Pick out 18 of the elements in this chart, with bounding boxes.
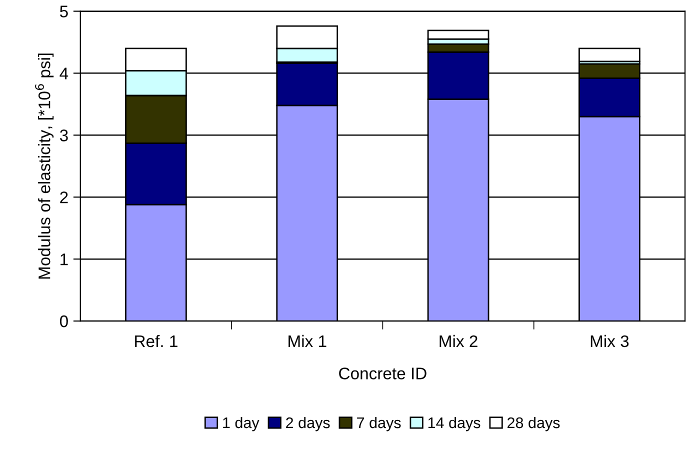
y-tick-label: 0 — [60, 315, 68, 328]
x-tick-label: Ref. 1 — [135, 334, 178, 348]
legend-label: 28 days — [508, 416, 560, 432]
x-tick-label: Mix 1 — [288, 334, 326, 347]
legend-label: 14 days — [428, 416, 480, 432]
y-tick-label: 4 — [60, 68, 68, 80]
legend-label: 7 days — [357, 416, 401, 432]
y-tick-label: 3 — [60, 130, 68, 142]
y-tick-label: 2 — [60, 192, 68, 204]
bar — [578, 48, 640, 62]
y-tick-label: 5 — [60, 6, 68, 18]
legend-label: 2 days — [286, 416, 330, 432]
x-tick-label: Mix 3 — [590, 334, 629, 348]
y-tick-label: 1 — [60, 254, 68, 266]
y-axis-title: Modulus of elasticity, [*10$^{6}$ psi] — [35, 54, 54, 279]
x-axis-title: Concrete ID — [339, 368, 426, 380]
x-tick-label: Mix 2 — [440, 334, 478, 347]
legend-label: 1 day — [223, 416, 260, 432]
